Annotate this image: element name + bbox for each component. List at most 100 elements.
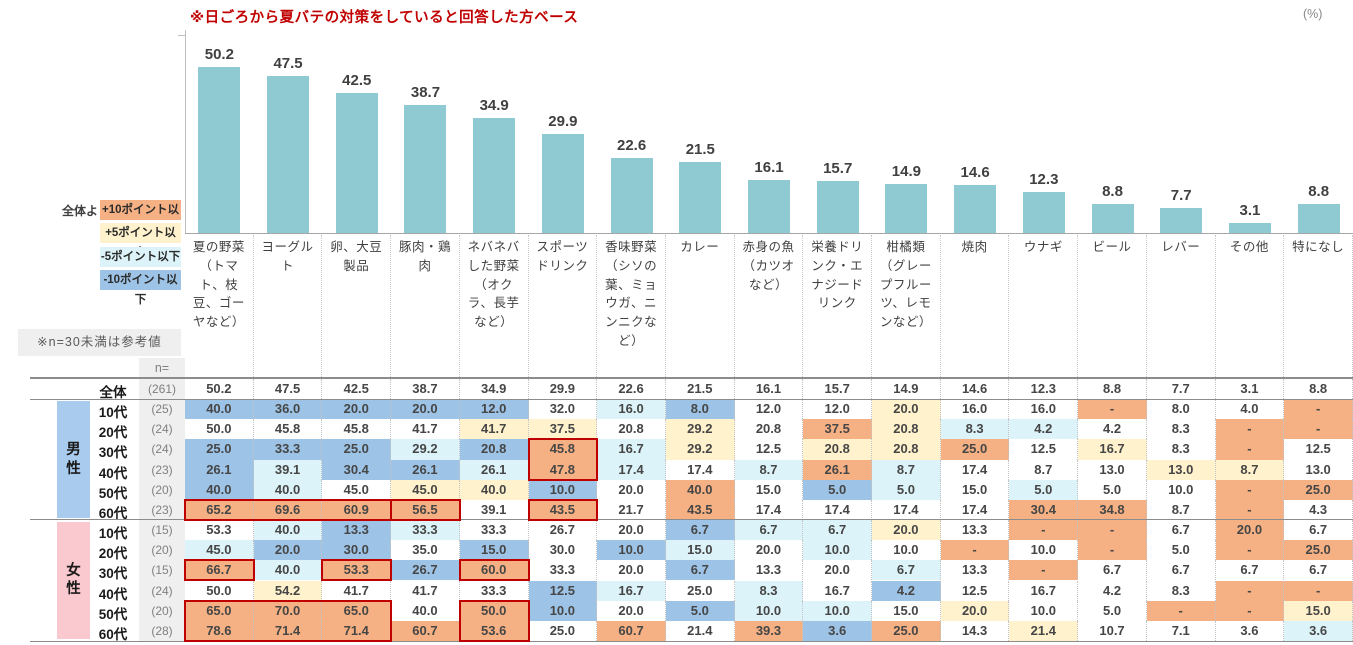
table-cell: 12.5 [1284, 439, 1353, 460]
table-cell: 13.0 [1284, 459, 1353, 480]
table-cell: 6.7 [1078, 560, 1147, 581]
table-cell: 20.0 [597, 520, 666, 541]
row-label: 20代 [98, 425, 128, 441]
bar-value-label: 38.7 [410, 84, 441, 102]
table-cell: 33.3 [391, 520, 460, 541]
row-label: 50代 [98, 485, 128, 501]
table-cell: 65.2 [185, 499, 254, 521]
table-cell: 14.6 [940, 379, 1010, 400]
table-cell: 6.7 [1146, 520, 1216, 541]
section-line [30, 377, 1353, 379]
table-cell: 16.7 [597, 439, 666, 460]
table-cell: - [1284, 580, 1353, 601]
table-cell: 8.7 [1009, 459, 1079, 480]
table-cell: 4.2 [872, 580, 941, 601]
table-cell: 47.8 [528, 459, 598, 480]
row-label: 全体 [99, 385, 127, 400]
bar-value-label: 34.9 [479, 96, 509, 114]
highlight-box [527, 498, 599, 522]
table-cell: 10.0 [872, 540, 941, 561]
table-cell: 10.0 [528, 600, 598, 621]
highlight-box [184, 559, 255, 582]
table-cell: 36.0 [253, 399, 323, 420]
n-column-strip [139, 358, 185, 641]
table-cell: - [1009, 560, 1079, 581]
table-cell: 30.0 [322, 540, 392, 561]
table-cell: 16.0 [1009, 399, 1079, 420]
table-cell: 13.3 [322, 520, 392, 541]
bar-value-label: 12.3 [1029, 171, 1059, 189]
table-cell: 50.2 [185, 379, 254, 400]
bar [1091, 203, 1134, 233]
table-cell: 4.2 [1078, 419, 1147, 440]
table-cell: 16.1 [734, 379, 804, 400]
bar-value-label: 3.1 [1239, 201, 1261, 219]
table-cell: 3.6 [1284, 620, 1353, 641]
bar-value-label: 8.8 [1102, 182, 1123, 200]
row-n-value: (28) [151, 623, 173, 638]
table-cell: 65.0 [185, 600, 254, 621]
category-label: 焼肉 [941, 235, 1010, 379]
table-cell: 33.3 [459, 580, 529, 601]
table-cell: - [1215, 479, 1285, 500]
row-n-value: (25) [151, 402, 173, 417]
table-cell: 20.0 [597, 560, 666, 581]
table-cell: 5.0 [665, 600, 735, 621]
category-label: スポーツドリンク [529, 235, 598, 379]
table-cell: 21.4 [1009, 620, 1079, 641]
table-cell: 5.0 [803, 479, 873, 500]
table-cell: 60.0 [459, 560, 529, 581]
table-cell: 5.0 [1078, 479, 1147, 500]
table-cell: 6.7 [1215, 560, 1285, 581]
table-cell: 16.7 [1009, 580, 1079, 601]
section-line [30, 519, 1353, 521]
bar [198, 67, 241, 233]
table-cell: 6.7 [872, 560, 941, 581]
table-cell: 47.5 [253, 379, 323, 400]
highlight-box [458, 559, 530, 582]
table-cell: 3.6 [803, 620, 873, 641]
table-cell: 40.0 [253, 479, 323, 500]
table-cell: 20.0 [1215, 520, 1285, 541]
table-cell: 40.0 [185, 399, 254, 420]
table-cell: 60.7 [597, 620, 666, 641]
table-cell: 17.4 [940, 499, 1010, 521]
bar [679, 162, 722, 233]
row-n-value: (23) [151, 502, 173, 517]
table-cell: 15.0 [940, 479, 1010, 500]
table-cell: 30.4 [1009, 499, 1079, 521]
table-cell: 25.0 [528, 620, 598, 641]
table-cell: 26.7 [391, 560, 460, 581]
bar-value-label: 14.9 [891, 162, 921, 180]
table-cell: - [1078, 520, 1147, 541]
bar [1297, 203, 1340, 233]
table-cell: - [940, 540, 1010, 561]
table-cell: 20.8 [872, 439, 941, 460]
table-cell: 25.0 [665, 580, 735, 601]
note-box: ※n=30未満は参考値 [18, 329, 181, 356]
table-cell: 39.1 [253, 459, 323, 480]
table-cell: 20.0 [803, 560, 873, 581]
table-cell: 33.3 [253, 439, 323, 460]
table-cell: 20.0 [253, 540, 323, 561]
table-cell: 10.0 [803, 540, 873, 561]
table-cell: 8.3 [1146, 580, 1216, 601]
table-cell: 25.0 [185, 439, 254, 460]
bar-value-label: 50.2 [204, 46, 234, 64]
table-cell: 15.0 [872, 600, 941, 621]
table-cell: 26.1 [391, 459, 460, 480]
row-label: 40代 [98, 465, 128, 481]
table-cell: 43.5 [665, 499, 735, 521]
table-cell: 10.0 [803, 600, 873, 621]
table-cell: 10.0 [734, 600, 804, 621]
table-cell: 30.4 [322, 459, 392, 480]
table-cell: 40.0 [185, 479, 254, 500]
table-cell: 5.0 [1078, 600, 1147, 621]
table-cell: 26.7 [528, 520, 598, 541]
table-cell: 17.4 [872, 499, 941, 521]
table-cell: 21.5 [665, 379, 735, 400]
table-cell: 20.8 [734, 419, 804, 440]
y-axis-tick [178, 35, 185, 36]
bar [473, 117, 516, 233]
bar [1228, 222, 1271, 233]
